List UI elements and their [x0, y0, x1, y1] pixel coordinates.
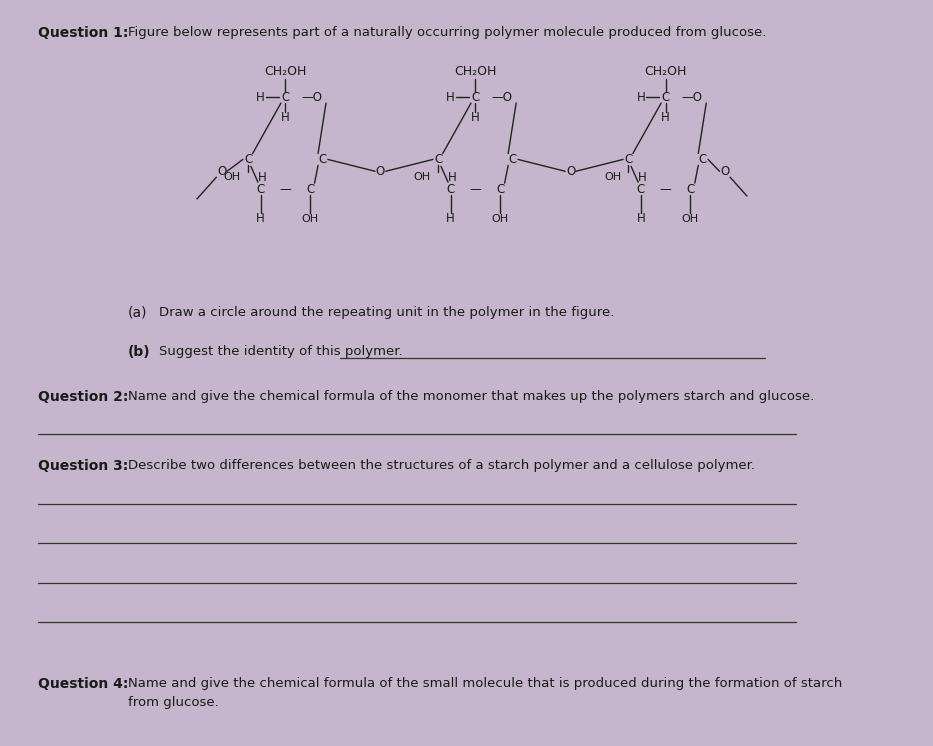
Text: OH: OH — [414, 172, 431, 182]
Text: C: C — [434, 153, 442, 166]
Text: Question 4:: Question 4: — [37, 677, 128, 691]
Text: O: O — [720, 165, 730, 178]
Text: Name and give the chemical formula of the small molecule that is produced during: Name and give the chemical formula of th… — [128, 677, 842, 689]
Text: H: H — [448, 171, 457, 184]
Text: C: C — [447, 183, 454, 195]
Text: C: C — [496, 183, 505, 195]
Text: Question 3:: Question 3: — [37, 459, 128, 473]
Text: C: C — [244, 153, 252, 166]
Text: Suggest the identity of this polymer.: Suggest the identity of this polymer. — [159, 345, 402, 358]
Text: C: C — [508, 153, 517, 166]
Text: from glucose.: from glucose. — [128, 696, 218, 709]
Text: —O: —O — [301, 90, 322, 104]
Text: Question 2:: Question 2: — [37, 390, 128, 404]
Text: C: C — [686, 183, 694, 195]
Text: (a): (a) — [128, 306, 147, 320]
Text: OH: OH — [224, 172, 241, 182]
Text: H: H — [471, 111, 480, 125]
Text: OH: OH — [682, 214, 699, 224]
Text: C: C — [281, 90, 289, 104]
Text: O: O — [566, 165, 575, 178]
Text: —: — — [660, 183, 672, 195]
Text: H: H — [636, 90, 646, 104]
Text: OH: OH — [301, 214, 319, 224]
Text: —O: —O — [492, 90, 512, 104]
Text: C: C — [624, 153, 633, 166]
Text: Name and give the chemical formula of the monomer that makes up the polymers sta: Name and give the chemical formula of th… — [128, 390, 815, 403]
Text: Question 1:: Question 1: — [37, 26, 128, 40]
Text: OH: OH — [492, 214, 508, 224]
Text: H: H — [258, 171, 267, 184]
Text: C: C — [661, 90, 670, 104]
Text: Draw a circle around the repeating unit in the polymer in the figure.: Draw a circle around the repeating unit … — [159, 306, 614, 319]
Text: C: C — [699, 153, 707, 166]
Text: H: H — [446, 213, 455, 225]
Text: H: H — [257, 90, 265, 104]
Text: C: C — [471, 90, 480, 104]
Text: O: O — [217, 165, 227, 178]
Text: CH₂OH: CH₂OH — [645, 66, 687, 78]
Text: —: — — [280, 183, 291, 195]
Text: H: H — [257, 213, 265, 225]
Text: C: C — [318, 153, 327, 166]
Text: OH: OH — [604, 172, 621, 182]
Text: CH₂OH: CH₂OH — [264, 66, 307, 78]
Text: H: H — [446, 90, 455, 104]
Text: H: H — [638, 171, 647, 184]
Text: Describe two differences between the structures of a starch polymer and a cellul: Describe two differences between the str… — [128, 459, 755, 472]
Text: H: H — [636, 213, 646, 225]
Text: H: H — [281, 111, 290, 125]
Text: —: — — [469, 183, 481, 195]
Text: O: O — [376, 165, 385, 178]
Text: C: C — [636, 183, 645, 195]
Text: C: C — [306, 183, 314, 195]
Text: —O: —O — [681, 90, 703, 104]
Text: (b): (b) — [128, 345, 150, 360]
Text: CH₂OH: CH₂OH — [454, 66, 496, 78]
Text: H: H — [661, 111, 670, 125]
Text: Figure below represents part of a naturally occurring polymer molecule produced : Figure below represents part of a natura… — [128, 26, 766, 39]
Text: C: C — [257, 183, 265, 195]
